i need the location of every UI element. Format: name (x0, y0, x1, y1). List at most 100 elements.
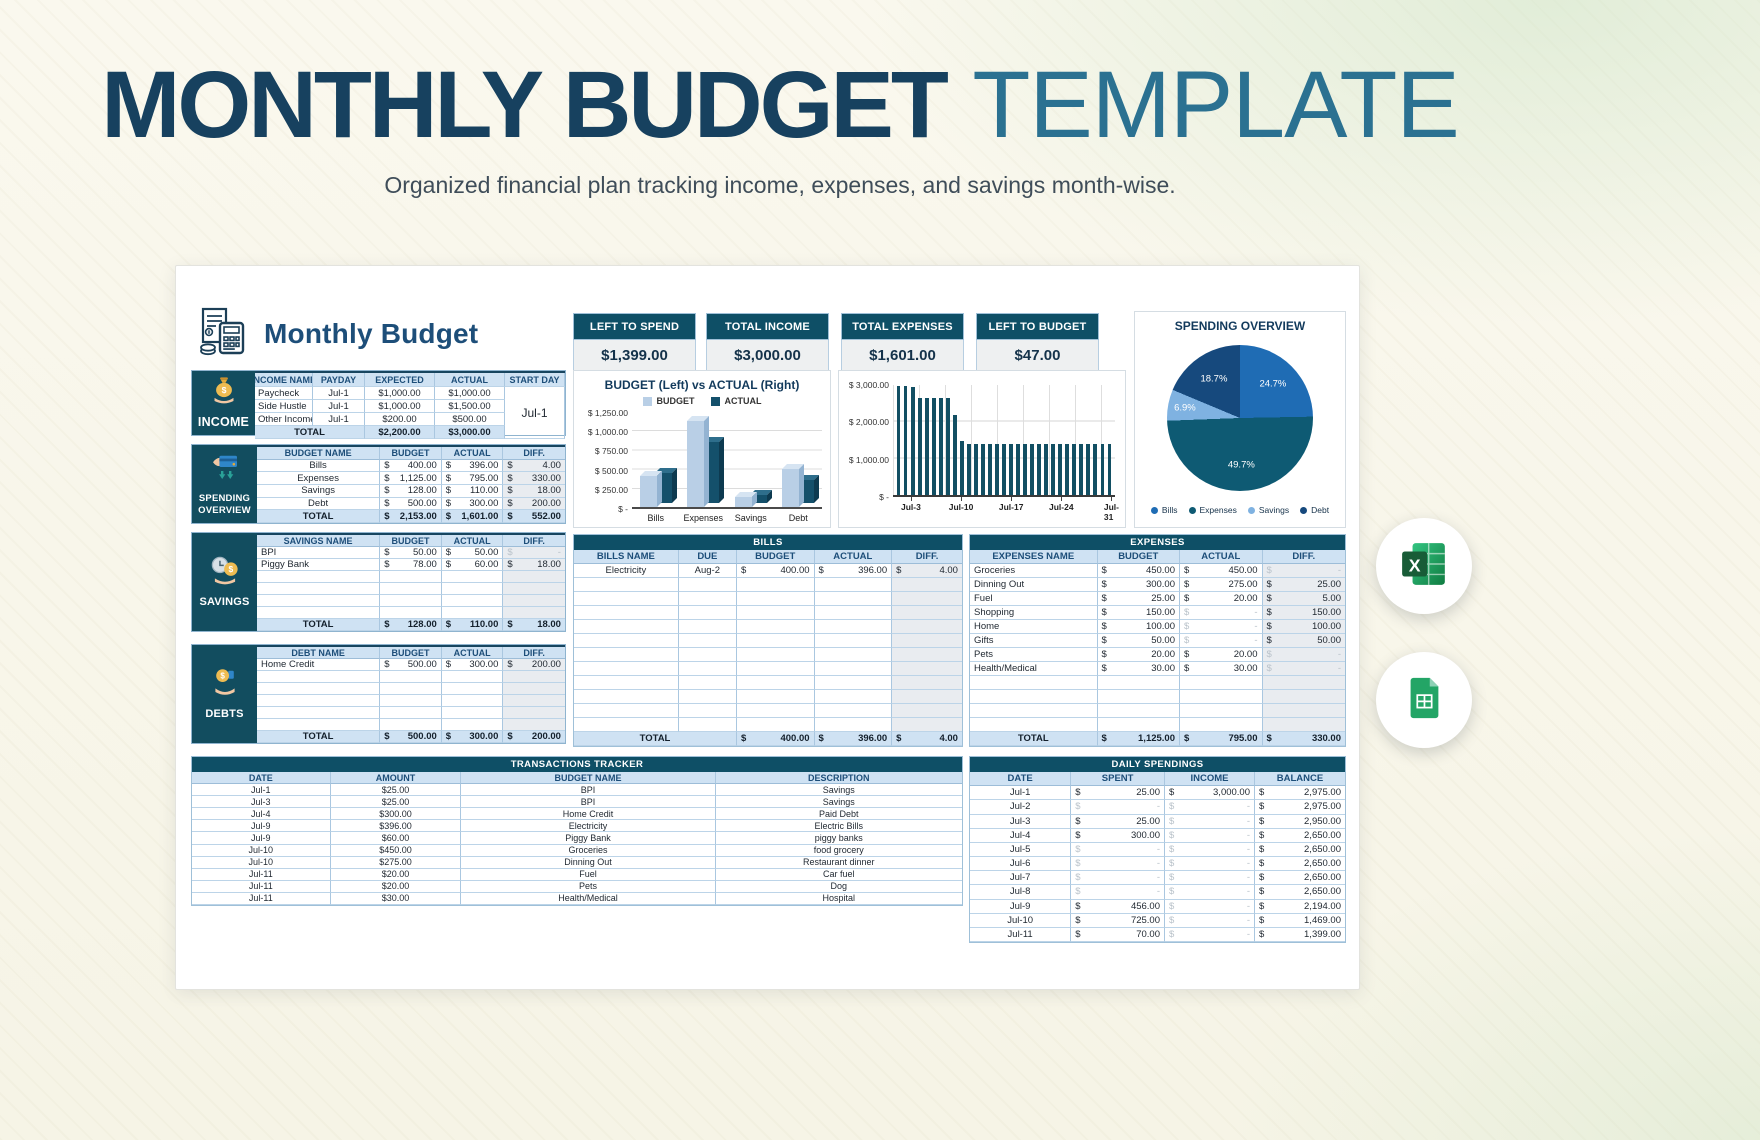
table-cell[interactable]: $795.00 (1180, 732, 1263, 746)
table-cell[interactable]: $500.00 (380, 497, 442, 511)
table-cell[interactable]: $ - (1180, 606, 1263, 620)
table-cell[interactable]: $450.00 (1180, 564, 1263, 578)
table-cell[interactable]: $396.00 (814, 732, 893, 746)
table-cell[interactable] (574, 606, 679, 620)
table-cell[interactable] (678, 648, 737, 662)
table-cell[interactable] (736, 606, 815, 620)
table-cell[interactable] (1097, 690, 1180, 704)
table-cell[interactable]: Jul-3 (192, 796, 331, 809)
table-cell[interactable] (814, 578, 893, 592)
table-cell[interactable]: Fuel (970, 592, 1098, 606)
table-cell[interactable]: $70.00 (1071, 927, 1165, 943)
table-cell[interactable]: Health/Medical (970, 662, 1098, 676)
excel-export-button[interactable]: X (1376, 518, 1472, 614)
table-cell[interactable]: $1,469.00 (1255, 914, 1345, 928)
table-cell[interactable]: $ - (1071, 800, 1165, 815)
table-cell[interactable] (736, 578, 815, 592)
table-cell[interactable]: $200.00 (365, 413, 435, 426)
table-cell[interactable] (441, 571, 504, 583)
table-cell[interactable] (678, 606, 737, 620)
table-cell[interactable] (257, 707, 381, 719)
table-cell[interactable]: $ - (1165, 913, 1255, 928)
table-cell[interactable]: Jul-9 (192, 832, 331, 845)
table-cell[interactable] (380, 607, 442, 619)
table-cell[interactable]: Groceries (970, 564, 1098, 578)
table-cell[interactable]: $450.00 (1097, 564, 1180, 578)
table-cell[interactable] (574, 634, 679, 648)
table-cell[interactable]: Jul-10 (192, 844, 331, 857)
table-cell[interactable]: Other Income (255, 413, 313, 426)
total-cell[interactable]: $3,000.00 (435, 426, 505, 439)
table-cell[interactable] (257, 571, 381, 583)
table-cell[interactable] (736, 634, 815, 648)
table-cell[interactable] (380, 583, 442, 595)
table-cell[interactable]: Savings (715, 784, 962, 797)
table-cell[interactable] (503, 719, 565, 731)
table-cell[interactable] (736, 718, 815, 732)
table-cell[interactable]: $ - (1165, 927, 1255, 943)
table-cell[interactable]: Jul-1 (313, 400, 365, 413)
table-cell[interactable]: $ - (1165, 899, 1255, 914)
table-cell[interactable] (736, 662, 815, 676)
table-cell[interactable] (736, 648, 815, 662)
table-cell[interactable]: $500.00 (380, 659, 442, 671)
table-cell[interactable]: Jul-1 (313, 387, 365, 400)
table-cell[interactable]: Paid Debt (715, 808, 962, 821)
table-cell[interactable]: $200.00 (503, 659, 565, 671)
table-cell[interactable]: Dog (715, 881, 962, 893)
table-cell[interactable] (441, 695, 504, 707)
table-cell[interactable] (736, 620, 815, 634)
table-cell[interactable]: $ - (1071, 842, 1165, 858)
table-cell[interactable]: Electricity (574, 564, 679, 578)
table-cell[interactable] (678, 634, 737, 648)
table-cell[interactable]: Groceries (461, 844, 716, 857)
table-cell[interactable]: Gifts (970, 634, 1098, 648)
table-cell[interactable]: $1,601.00 (441, 510, 504, 524)
table-cell[interactable] (814, 606, 893, 620)
table-cell[interactable]: Paycheck (255, 387, 313, 400)
table-cell[interactable]: $150.00 (1262, 606, 1345, 620)
total-cell[interactable]: TOTAL (255, 426, 365, 439)
table-cell[interactable]: Jul-11 (970, 927, 1072, 943)
table-cell[interactable] (574, 662, 679, 676)
table-cell[interactable] (814, 690, 893, 704)
table-cell[interactable]: $795.00 (441, 472, 504, 486)
table-cell[interactable]: $2,650.00 (1255, 829, 1345, 843)
table-cell[interactable]: $4.00 (892, 732, 962, 746)
table-cell[interactable]: $500.00 (380, 731, 442, 743)
table-cell[interactable] (257, 583, 381, 595)
table-cell[interactable] (678, 704, 737, 718)
table-cell[interactable] (574, 648, 679, 662)
table-cell[interactable]: $ - (1071, 885, 1165, 900)
table-cell[interactable]: $200.00 (503, 497, 565, 511)
table-cell[interactable]: $ - (1262, 662, 1345, 676)
table-cell[interactable] (441, 583, 504, 595)
table-cell[interactable] (1180, 704, 1263, 718)
table-cell[interactable]: $ - (1165, 814, 1255, 829)
table-cell[interactable] (257, 695, 381, 707)
table-cell[interactable] (1262, 676, 1345, 690)
table-cell[interactable]: $18.00 (503, 619, 565, 631)
table-cell[interactable] (574, 578, 679, 592)
table-cell[interactable]: Jul-2 (970, 800, 1072, 815)
table-cell[interactable]: $2,975.00 (1255, 786, 1345, 801)
table-cell[interactable] (441, 707, 504, 719)
table-cell[interactable]: $20.00 (330, 880, 462, 893)
table-cell[interactable]: TOTAL (574, 732, 737, 746)
table-cell[interactable]: $1,125.00 (380, 472, 442, 486)
table-cell[interactable]: $128.00 (380, 619, 442, 631)
table-cell[interactable]: Bills (257, 459, 381, 473)
table-cell[interactable]: $300.00 (1097, 578, 1180, 592)
table-cell[interactable]: Hospital (715, 893, 962, 906)
table-cell[interactable]: $25.00 (1071, 814, 1165, 829)
table-cell[interactable]: $396.00 (330, 820, 462, 833)
table-cell[interactable] (574, 704, 679, 718)
table-cell[interactable]: $2,650.00 (1255, 857, 1345, 872)
table-cell[interactable] (892, 648, 962, 662)
table-cell[interactable] (814, 634, 893, 648)
table-cell[interactable]: $50.00 (380, 547, 442, 559)
table-cell[interactable]: $20.00 (1180, 648, 1263, 662)
table-cell[interactable] (892, 606, 962, 620)
table-cell[interactable]: $25.00 (1071, 786, 1165, 801)
table-cell[interactable] (814, 592, 893, 606)
